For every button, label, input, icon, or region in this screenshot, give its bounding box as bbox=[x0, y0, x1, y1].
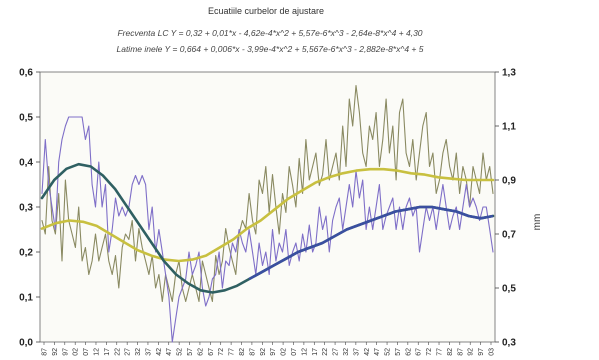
x-tick-label: 02 bbox=[73, 348, 80, 356]
x-tick-label: 92 bbox=[52, 348, 59, 356]
x-tick-label: 82 bbox=[239, 348, 246, 356]
x-tick-label: 17 bbox=[312, 348, 319, 356]
x-tick-label: 97 bbox=[270, 348, 277, 356]
x-tick-label: 32 bbox=[135, 348, 142, 356]
x-tick-label: 17 bbox=[104, 348, 111, 356]
x-tick-label: 77 bbox=[229, 348, 236, 356]
x-tick-label: 37 bbox=[145, 348, 152, 356]
x-tick-label: 22 bbox=[322, 348, 329, 356]
x-tick-label: 67 bbox=[416, 348, 423, 356]
x-tick-label: 67 bbox=[208, 348, 215, 356]
series-fit-width bbox=[40, 167, 495, 263]
right-y-tick-label: 0,9 bbox=[502, 176, 516, 187]
x-tick-label: 22 bbox=[114, 348, 121, 356]
x-tick-label: 42 bbox=[364, 348, 371, 356]
x-tick-label: 37 bbox=[353, 348, 360, 356]
left-y-tick-label: 0,1 bbox=[19, 293, 33, 304]
series-fit-frequency-tail bbox=[248, 205, 494, 281]
x-tick-label: 12 bbox=[93, 348, 100, 356]
right-y-axis-label: mm bbox=[532, 214, 543, 231]
x-tick-label: 03 bbox=[489, 348, 496, 356]
chart-title: Ecuatiile curbelor de ajustare bbox=[208, 6, 324, 16]
x-tick-label: 02 bbox=[281, 348, 288, 356]
x-tick-label: 12 bbox=[301, 348, 308, 356]
equation-width: Latime inele Y = 0,664 + 0,006*x - 3,99e… bbox=[116, 44, 423, 54]
x-tick-label: 57 bbox=[395, 348, 402, 356]
right-y-tick-label: 1,3 bbox=[502, 68, 516, 79]
x-tick-label: 87 bbox=[457, 348, 464, 356]
series-raw-width bbox=[41, 84, 494, 303]
equation-frequency: Frecventa LC Y = 0,32 + 0,01*x - 4,62e-4… bbox=[117, 28, 422, 38]
left-y-tick-label: 0,6 bbox=[19, 68, 33, 79]
series-raw-frequency bbox=[41, 116, 494, 343]
left-y-tick-label: 0,3 bbox=[19, 203, 33, 214]
x-tick-label: 47 bbox=[166, 348, 173, 356]
left-y-axis: 0,0 0,1 0,2 0,3 0,4 0,5 0,6 bbox=[19, 68, 40, 349]
series-group bbox=[40, 84, 495, 343]
x-tick-label: 32 bbox=[343, 348, 350, 356]
left-y-tick-label: 0,5 bbox=[19, 113, 33, 124]
right-y-tick-label: 1,1 bbox=[502, 122, 516, 133]
x-tick-label: 52 bbox=[177, 348, 184, 356]
x-axis: 87 92 97 02 07 12 17 22 27 32 37 42 47 52 57 62 67 72 77 82… bbox=[42, 342, 496, 356]
x-tick-label: 27 bbox=[125, 348, 132, 356]
x-tick-label: 07 bbox=[291, 348, 298, 356]
x-tick-label: 42 bbox=[156, 348, 163, 356]
x-tick-label: 72 bbox=[426, 348, 433, 356]
x-tick-label: 82 bbox=[447, 348, 454, 356]
x-tick-label: 87 bbox=[42, 348, 49, 356]
x-tick-label: 97 bbox=[478, 348, 485, 356]
x-tick-label: 07 bbox=[83, 348, 90, 356]
x-tick-label: 92 bbox=[468, 348, 475, 356]
x-tick-label: 52 bbox=[385, 348, 392, 356]
left-y-tick-label: 0,2 bbox=[19, 248, 33, 259]
x-tick-label: 97 bbox=[62, 348, 69, 356]
left-y-tick-label: 0,0 bbox=[19, 338, 33, 349]
right-y-tick-label: 0,7 bbox=[502, 230, 516, 241]
x-tick-label: 62 bbox=[405, 348, 412, 356]
x-tick-label: 47 bbox=[374, 348, 381, 356]
x-tick-label: 62 bbox=[197, 348, 204, 356]
x-tick-label: 27 bbox=[333, 348, 340, 356]
right-y-axis: 0,3 0,5 0,7 0,9 1,1 1,3 bbox=[495, 68, 516, 349]
right-y-tick-label: 0,5 bbox=[502, 284, 516, 295]
left-y-tick-label: 0,4 bbox=[19, 158, 33, 169]
x-tick-label: 57 bbox=[187, 348, 194, 356]
x-tick-label: 72 bbox=[218, 348, 225, 356]
right-y-tick-label: 0,3 bbox=[502, 338, 516, 349]
x-tick-label: 87 bbox=[249, 348, 256, 356]
x-tick-label: 77 bbox=[437, 348, 444, 356]
x-tick-label: 92 bbox=[260, 348, 267, 356]
